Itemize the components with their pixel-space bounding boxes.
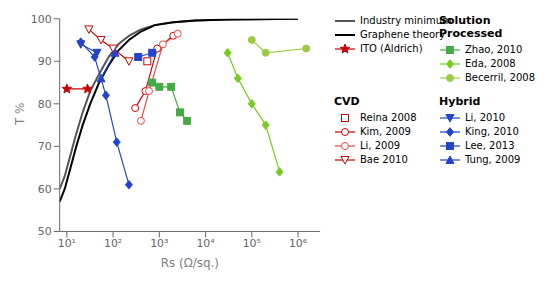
html-text:Reina 2008: Reina 2008	[360, 112, 417, 123]
html-text:CVD: CVD	[334, 95, 360, 108]
svg-text:100: 100	[31, 13, 52, 26]
svg-text:T %: T %	[13, 103, 27, 126]
html-text:King, 2010: King, 2010	[465, 126, 519, 137]
html-text:Li, 2009: Li, 2009	[360, 140, 401, 151]
svg-text:60: 60	[38, 183, 52, 196]
html-text:Li, 2010: Li, 2010	[465, 112, 506, 123]
html-text:Eda, 2008: Eda, 2008	[465, 58, 516, 69]
svg-text:80: 80	[38, 98, 52, 111]
html-text:Becerril, 2008: Becerril, 2008	[465, 72, 536, 83]
svg-text:10⁵: 10⁵	[243, 237, 261, 250]
svg-text:10²: 10²	[104, 237, 122, 250]
html-text:Industry minimum: Industry minimum	[360, 15, 452, 26]
html-text:Tung, 2009: Tung, 2009	[465, 154, 521, 165]
svg-text:10⁶: 10⁶	[289, 237, 308, 250]
svg-text:50: 50	[38, 225, 52, 238]
svg-text:10³: 10³	[150, 237, 168, 250]
html-text:ITO (Aldrich): ITO (Aldrich)	[360, 43, 423, 54]
html-text:Hybrid: Hybrid	[439, 95, 481, 108]
html-text:Kim, 2009: Kim, 2009	[360, 126, 411, 137]
svg-text:10⁴: 10⁴	[196, 237, 215, 250]
svg-text:Rs (Ω/sq.): Rs (Ω/sq.)	[161, 256, 219, 270]
svg-text:90: 90	[38, 55, 52, 68]
svg-text:70: 70	[38, 140, 52, 153]
html-text:Graphene theory: Graphene theory	[360, 29, 446, 40]
html-text:Lee, 2013: Lee, 2013	[465, 140, 515, 151]
html-text:Solution Processed: Solution Processed	[439, 14, 503, 40]
svg-text:10¹: 10¹	[58, 237, 76, 250]
html-text:Zhao, 2010: Zhao, 2010	[465, 44, 523, 55]
html-text:Bae 2010: Bae 2010	[360, 154, 408, 165]
